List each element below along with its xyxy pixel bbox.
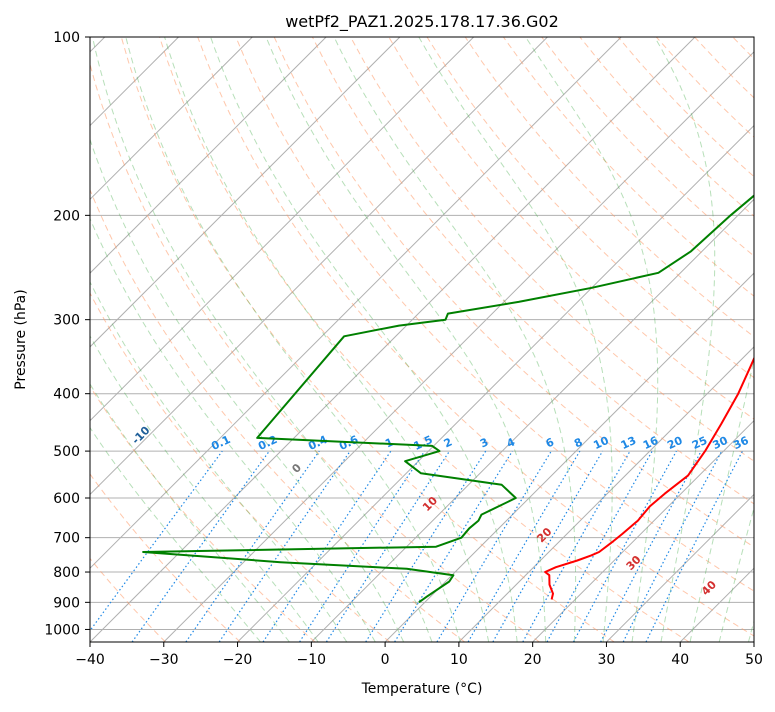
y-tick-label: 1000 [44, 622, 80, 638]
x-tick-label: 40 [671, 652, 689, 668]
y-tick-label: 400 [53, 387, 80, 403]
y-axis-label: Pressure (hPa) [13, 289, 29, 389]
y-tick-label: 900 [53, 595, 80, 611]
y-tick-label: 500 [53, 444, 80, 460]
y-tick-label: 100 [53, 30, 80, 46]
x-tick-label: −40 [75, 652, 105, 668]
x-tick-label: 0 [381, 652, 390, 668]
x-tick-label: 10 [450, 652, 468, 668]
x-tick-label: 50 [745, 652, 763, 668]
x-tick-label: 20 [524, 652, 542, 668]
y-tick-label: 300 [53, 313, 80, 329]
y-tick-label: 800 [53, 565, 80, 581]
x-tick-label: −20 [223, 652, 253, 668]
y-tick-label: 200 [53, 208, 80, 224]
x-tick-label: −30 [149, 652, 179, 668]
y-tick-label: 600 [53, 491, 80, 507]
x-tick-label: −10 [297, 652, 327, 668]
x-tick-label: 30 [598, 652, 616, 668]
chart-title: wetPf2_PAZ1.2025.178.17.36.G02 [285, 12, 559, 32]
x-axis-label: Temperature (°C) [361, 681, 483, 697]
y-tick-label: 700 [53, 531, 80, 547]
